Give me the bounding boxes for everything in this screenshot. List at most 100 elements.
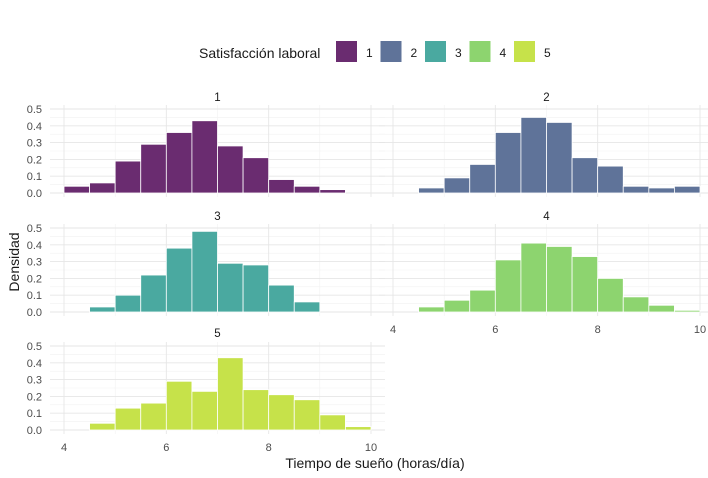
facet-title-4: 4	[543, 211, 550, 223]
histogram-bar	[242, 264, 270, 313]
histogram-bar	[114, 160, 142, 194]
facet-panel-3: 3 0.0 0.1 0.2 0.3 0.4 0.5	[27, 211, 385, 319]
histogram-bar	[571, 256, 599, 313]
legend-label-2: 2	[411, 46, 418, 60]
histogram-bar	[571, 157, 599, 194]
histogram-bar	[140, 274, 167, 313]
histogram-bar	[217, 262, 244, 313]
x-tick-label: 4	[61, 442, 67, 454]
x-axis-title: Tiempo de sueño (horas/día)	[285, 455, 464, 471]
histogram-bar	[622, 185, 650, 194]
histogram-bar	[165, 132, 193, 194]
facet-title-2: 2	[543, 92, 549, 104]
histogram-bar	[293, 399, 321, 431]
histogram-bar	[443, 177, 471, 194]
facet-title-3: 3	[214, 211, 220, 223]
y-tick-label: 0.4	[27, 121, 42, 133]
x-tick-label: 6	[163, 442, 169, 454]
histogram-bar	[89, 306, 116, 313]
histogram-bar	[622, 296, 650, 313]
y-tick-label: 0.3	[27, 375, 42, 387]
x-tick-label: 8	[266, 442, 272, 454]
histogram-bar	[674, 309, 701, 313]
histogram-bar	[89, 422, 116, 431]
histogram-bar	[217, 145, 244, 194]
histogram-bar	[293, 185, 321, 194]
histogram-bar	[191, 120, 218, 194]
y-tick-label: 0.0	[27, 425, 42, 437]
histogram-bar	[293, 301, 321, 313]
y-tick-label: 0.2	[27, 154, 42, 166]
x-tick-label: 6	[492, 324, 498, 336]
histogram-bar	[345, 426, 372, 431]
y-axis-title: Densidad	[6, 232, 22, 291]
legend-swatch-5	[514, 41, 535, 62]
y-tick-label: 0.3	[27, 257, 42, 269]
legend-label-1: 1	[366, 46, 373, 60]
histogram-bar	[140, 143, 167, 194]
histogram-bar	[494, 259, 522, 313]
histogram-bar	[597, 277, 624, 313]
histogram-bar	[89, 182, 116, 194]
histogram-bar	[520, 242, 547, 313]
histogram-bar	[319, 189, 346, 194]
y-tick-label: 0.2	[27, 391, 42, 403]
histogram-bar	[494, 132, 522, 194]
y-tick-label: 0.1	[27, 408, 42, 420]
facet-panel-4: 4 4 6 8 10	[379, 211, 708, 336]
histogram-bar	[191, 230, 218, 313]
histogram-bar	[319, 414, 346, 431]
y-tick-label: 0.4	[27, 240, 42, 252]
x-tick-label: 10	[365, 442, 377, 454]
legend-swatch-4	[469, 41, 491, 62]
x-tick-label: 10	[694, 324, 706, 336]
histogram-bar	[242, 157, 270, 194]
legend-label-5: 5	[544, 46, 551, 60]
histogram-bar	[546, 246, 573, 313]
facet-title-5: 5	[214, 328, 220, 340]
facet-title-1: 1	[214, 92, 220, 104]
histogram-bar	[268, 394, 295, 431]
legend-title: Satisfacción laboral	[199, 45, 320, 61]
histogram-bar	[63, 185, 90, 194]
histogram-bar	[114, 294, 142, 313]
histogram-bar	[165, 247, 193, 313]
histogram-bar	[546, 122, 573, 194]
y-tick-label: 0.3	[27, 138, 42, 150]
y-tick-label: 0.0	[27, 307, 42, 319]
x-tick-label: 4	[390, 324, 396, 336]
y-tick-label: 0.5	[27, 104, 42, 116]
legend-swatch-1	[336, 41, 357, 62]
histogram-bar	[469, 289, 496, 313]
histogram-bar	[242, 389, 270, 431]
histogram-bar	[648, 304, 675, 313]
legend-swatch-2	[380, 41, 402, 62]
histogram-bar	[418, 306, 445, 313]
histogram-bar	[469, 164, 496, 194]
histogram-bar	[268, 179, 295, 194]
histogram-bar	[418, 187, 445, 194]
y-tick-label: 0.1	[27, 171, 42, 183]
histogram-bar	[165, 380, 193, 431]
legend-label-4: 4	[500, 46, 507, 60]
legend: Satisfacción laboral 1 2 3 4 5	[199, 41, 551, 62]
histogram-bar	[140, 402, 167, 431]
histogram-bar	[114, 407, 142, 431]
y-tick-label: 0.5	[27, 223, 42, 235]
y-tick-label: 0.1	[27, 290, 42, 302]
histogram-bar	[674, 185, 701, 194]
facet-panel-2: 2	[379, 92, 708, 197]
legend-swatch-3	[425, 41, 446, 62]
histogram-bar	[217, 357, 244, 431]
y-tick-label: 0.0	[27, 188, 42, 200]
histogram-bar	[520, 117, 547, 194]
histogram-bar	[191, 390, 218, 431]
histogram-bar	[648, 187, 675, 194]
y-tick-label: 0.4	[27, 358, 42, 370]
histogram-bar	[268, 284, 295, 313]
facet-panel-1: 1 0.0 0.1 0.2 0.3 0.4 0.5	[27, 92, 385, 200]
histogram-bar	[597, 165, 624, 194]
facet-panel-5: 5 0.0 0.1 0.2 0.3 0.4 0.5 4 6 8 10	[27, 328, 385, 454]
y-tick-label: 0.5	[27, 341, 42, 353]
